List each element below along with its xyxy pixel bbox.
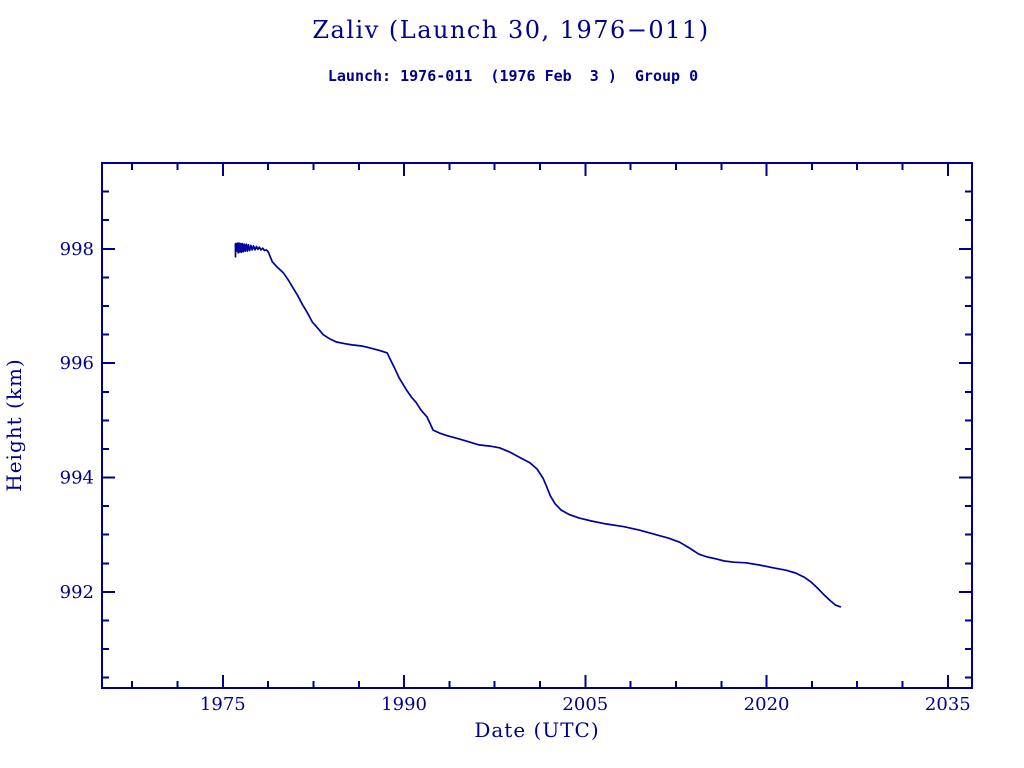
x-tick-label-2035: 2035: [925, 694, 971, 715]
x-tick-label-1990: 1990: [381, 694, 427, 715]
axis-tick-labels: 1975 1990 2005 2020 2035 992 994 996 998: [60, 239, 971, 715]
data-curve-group: [234, 242, 842, 608]
chart-title: Zaliv (Launch 30, 1976−011): [312, 16, 709, 44]
y-axis-label: Height (km): [2, 358, 26, 491]
plot-axes: [101, 162, 973, 689]
y-tick-label-996: 996: [60, 353, 94, 374]
x-tick-label-2005: 2005: [562, 694, 608, 715]
x-tick-label-1975: 1975: [200, 694, 246, 715]
height-curve: [234, 242, 842, 608]
y-tick-label-998: 998: [60, 239, 94, 260]
y-tick-label-992: 992: [60, 582, 94, 603]
plot-area: [101, 162, 973, 689]
chart-subtitle: Launch: 1976-011 (1976 Feb 3 ) Group 0: [328, 67, 698, 85]
x-tick-label-2020: 2020: [744, 694, 790, 715]
y-tick-label-994: 994: [60, 468, 94, 489]
x-axis-label: Date (UTC): [474, 718, 599, 742]
